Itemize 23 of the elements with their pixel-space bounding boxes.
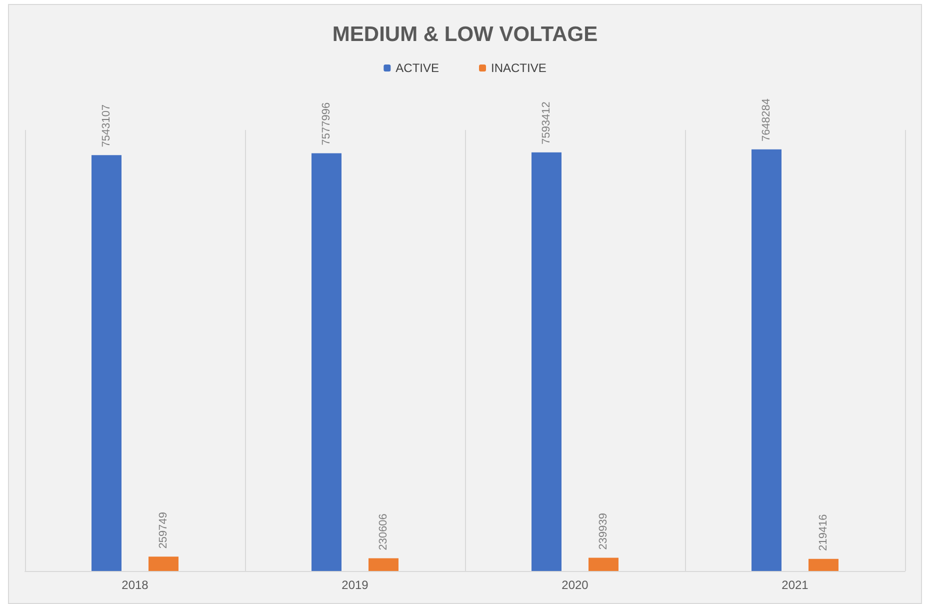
data-label: 259749 <box>158 512 170 549</box>
data-label: 239939 <box>598 513 610 550</box>
bar <box>148 556 178 571</box>
x-tick-label: 2020 <box>562 578 589 592</box>
x-tick-label: 2019 <box>342 578 369 592</box>
data-label: 7577996 <box>320 102 332 146</box>
bar <box>808 558 838 571</box>
legend-label: INACTIVE <box>491 61 546 75</box>
bar <box>92 155 122 571</box>
data-label: 7543107 <box>100 104 112 148</box>
bar <box>312 153 342 571</box>
legend-label: ACTIVE <box>396 61 439 75</box>
chart-title: MEDIUM & LOW VOLTAGE <box>332 23 598 46</box>
bar <box>368 558 398 571</box>
data-label: 7648284 <box>760 98 772 142</box>
bar <box>532 152 562 571</box>
data-label: 230606 <box>378 514 390 550</box>
data-label: 219416 <box>818 514 830 551</box>
data-label: 7593412 <box>540 102 552 144</box>
bar <box>588 558 618 571</box>
bar <box>752 149 782 571</box>
x-tick-label: 2018 <box>122 578 149 592</box>
x-tick-label: 2021 <box>782 578 809 592</box>
